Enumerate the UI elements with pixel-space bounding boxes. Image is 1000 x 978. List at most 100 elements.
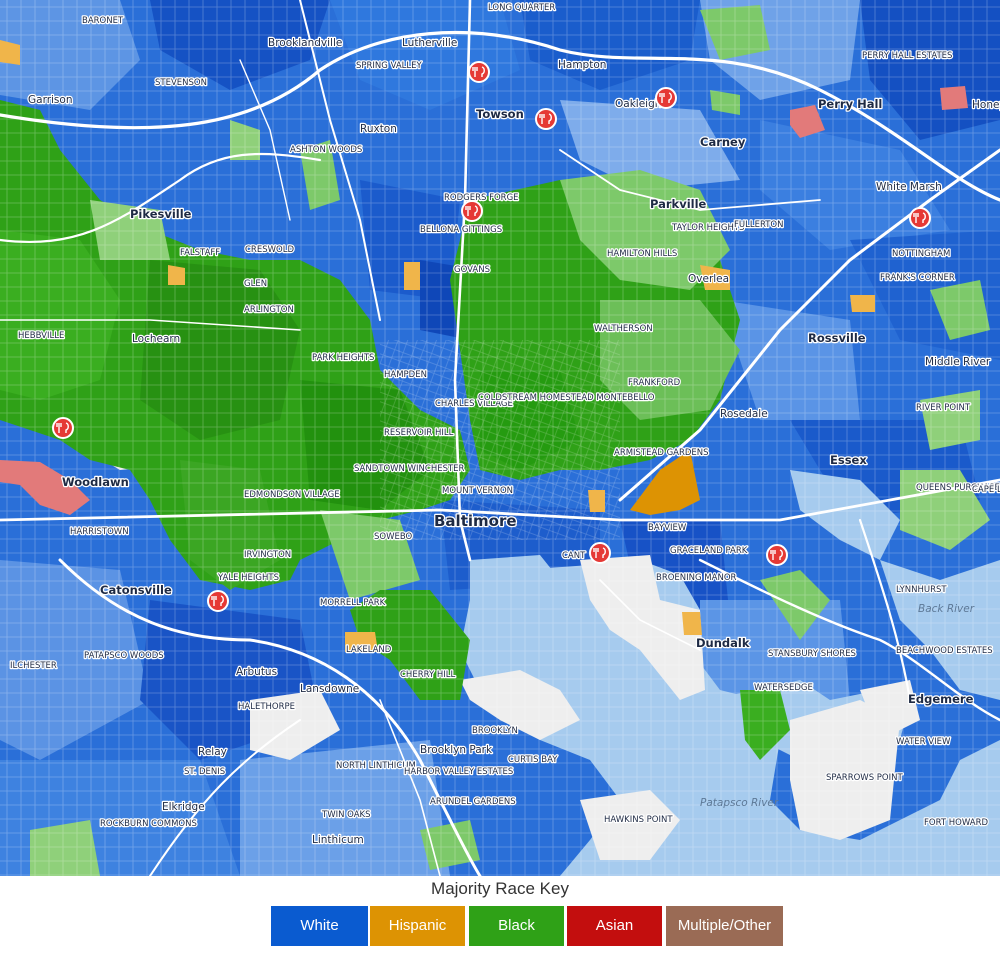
place-label: Hampton <box>558 59 606 71</box>
place-label: CHARLES VILLAGE <box>435 399 513 409</box>
place-label: RIVER POINT <box>916 403 971 413</box>
place-label: ASHTON WOODS <box>290 145 362 155</box>
legend-title: Majority Race Key <box>431 879 569 898</box>
place-label: Honey <box>972 99 1000 111</box>
place-label: WATER VIEW <box>896 737 951 747</box>
place-label: GOVANS <box>454 265 490 275</box>
place-label: Essex <box>830 453 867 467</box>
place-label: CURTIS BAY <box>508 755 558 765</box>
place-label: MORRELL PARK <box>320 598 386 608</box>
restaurant-icon[interactable] <box>207 590 229 612</box>
place-label: PATAPSCO WOODS <box>84 651 164 661</box>
place-label: MOUNT VERNON <box>442 486 513 496</box>
place-label: Baltimore <box>434 512 517 530</box>
place-label: HAWKINS POINT <box>604 815 673 825</box>
legend-key-black[interactable]: Black <box>469 906 564 946</box>
place-label: CHERRY HILL <box>400 670 455 680</box>
majority-race-map[interactable]: BARONET Brooklandville Lutherville LONG … <box>0 0 1000 876</box>
place-label: SPARROWS POINT <box>826 773 903 783</box>
place-labels: BARONET Brooklandville Lutherville LONG … <box>9 2 1000 848</box>
place-label: Relay <box>198 746 227 758</box>
place-label: WALTHERSON <box>594 324 653 334</box>
place-label: HALETHORPE <box>238 702 295 712</box>
place-label: BEACHWOOD ESTATES <box>896 646 993 656</box>
restaurant-icon[interactable] <box>52 417 74 439</box>
legend-key-hispanic[interactable]: Hispanic <box>370 906 465 946</box>
place-label: Rossville <box>808 331 866 345</box>
place-label: TWIN OAKS <box>321 810 371 820</box>
restaurant-markers <box>52 61 931 612</box>
restaurant-icon[interactable] <box>909 207 931 229</box>
place-label: Lutherville <box>402 37 457 49</box>
place-label: STEVENSON <box>155 78 207 88</box>
road-network <box>0 0 1000 876</box>
place-label: Edgemere <box>908 692 974 706</box>
place-label: Middle River <box>925 356 991 368</box>
place-label: PARK HEIGHTS <box>312 353 374 363</box>
restaurant-icon[interactable] <box>468 61 490 83</box>
place-label: ARUNDEL GARDENS <box>430 797 516 807</box>
place-label: Overlea <box>688 273 729 285</box>
place-label: LAKELAND <box>346 645 392 655</box>
place-label: HAMILTON HILLS <box>607 249 677 259</box>
place-label: Ruxton <box>360 123 397 135</box>
place-label: HARBOR VALLEY ESTATES <box>404 767 513 777</box>
legend-key-multiple-other[interactable]: Multiple/Other <box>666 906 783 946</box>
place-label: GRACELAND PARK <box>670 546 748 556</box>
place-label: Arbutus <box>236 666 277 678</box>
place-label: Lansdowne <box>300 683 359 695</box>
place-label: RESERVOIR HILL <box>384 428 454 438</box>
restaurant-icon[interactable] <box>535 108 557 130</box>
place-label: Oakleigh <box>615 98 661 110</box>
place-label: TAYLOR HEIGHTS <box>671 223 744 233</box>
place-label: COLDSTREAM HOMESTEAD MONTEBELLO <box>478 393 655 403</box>
place-label: FORT HOWARD <box>924 818 989 828</box>
place-label: SANDTOWN WINCHESTER <box>354 464 465 474</box>
place-label: CANT <box>562 551 586 561</box>
water-label: Patapsco River <box>700 797 779 809</box>
place-label: Towson <box>476 107 524 121</box>
place-label: BROOKLYN <box>472 726 518 736</box>
asian-majority-tracts <box>0 86 968 515</box>
place-label: BAYVIEW <box>648 523 687 533</box>
place-label: HAMPDEN <box>384 370 427 380</box>
place-label: Woodlawn <box>62 475 129 489</box>
legend-key-asian[interactable]: Asian <box>567 906 662 946</box>
place-label: FULLERTON <box>734 220 783 230</box>
place-label: Brooklyn Park <box>420 744 493 756</box>
legend-key-white[interactable]: White <box>271 906 368 946</box>
place-label: Elkridge <box>162 801 205 813</box>
place-label: Pikesville <box>130 207 192 221</box>
place-label: RODGERS FORGE <box>444 193 519 203</box>
place-label: ILCHESTER <box>10 661 57 671</box>
hispanic-majority-tracts <box>0 40 875 652</box>
place-label: PERRY HALL ESTATES <box>862 51 952 61</box>
place-label: SOWEBO <box>374 532 413 542</box>
place-label: CRESWOLD <box>245 245 294 255</box>
place-label: HARRISTOWN <box>70 527 129 537</box>
restaurant-icon[interactable] <box>461 200 483 222</box>
place-label: ROCKBURN COMMONS <box>100 819 197 829</box>
place-label: Brooklandville <box>268 37 342 49</box>
place-label: SPRING VALLEY <box>356 61 423 71</box>
place-label: BROENING MANOR <box>656 573 737 583</box>
place-label: Carney <box>700 135 746 149</box>
place-label: ARMISTEAD GARDENS <box>614 448 709 458</box>
place-label: Parkville <box>650 197 707 211</box>
place-label: ARLINGTON <box>244 305 294 315</box>
place-label: NOTTINGHAM <box>892 249 950 259</box>
place-label: Perry Hall <box>818 97 882 111</box>
restaurant-icon[interactable] <box>655 87 677 109</box>
restaurant-icon[interactable] <box>589 542 611 564</box>
place-label: QUEENS PURCHASE <box>916 483 1000 493</box>
place-label: FALSTAFF <box>180 248 220 258</box>
restaurant-icon[interactable] <box>766 544 788 566</box>
place-label: FRANK'S CORNER <box>880 273 955 283</box>
place-label: White Marsh <box>876 181 942 193</box>
place-label: Dundalk <box>696 636 750 650</box>
place-label: NORTH LINTHICUM <box>336 761 416 771</box>
water-label: Back River <box>918 603 975 615</box>
place-label: IRVINGTON <box>244 550 291 560</box>
place-label: Linthicum <box>312 834 364 846</box>
place-label: YALE HEIGHTS <box>217 573 279 583</box>
